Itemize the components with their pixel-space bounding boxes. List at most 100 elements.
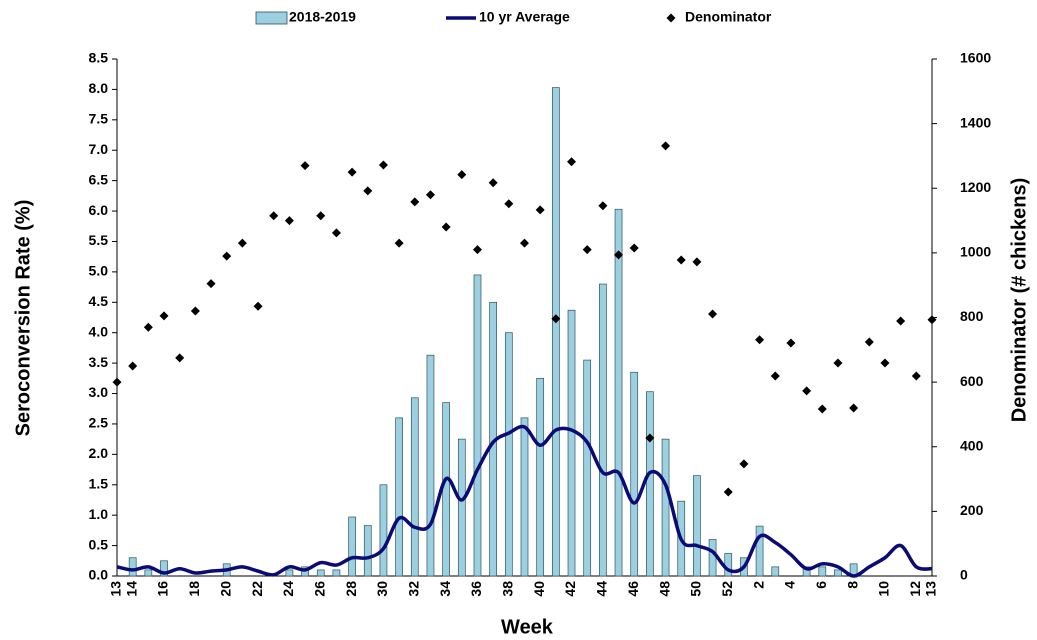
bar: [442, 402, 450, 577]
y-tick-label: 3.0: [89, 384, 109, 400]
x-tick-label: 22: [249, 581, 265, 597]
x-tick-label: 8: [844, 581, 860, 589]
denominator-point: [300, 161, 310, 171]
y2-tick-label: 1000: [960, 244, 991, 260]
y2-tick-label: 400: [960, 437, 984, 453]
denominator-point: [472, 245, 482, 255]
y-tick-label: 5.5: [89, 232, 109, 248]
bar: [646, 391, 654, 577]
denominator-point: [817, 404, 827, 414]
x-tick-label: 12: [907, 581, 923, 597]
denominator-point: [927, 315, 937, 325]
x-tick-label: 42: [562, 581, 578, 597]
bar: [504, 332, 513, 577]
bar: [755, 525, 764, 577]
bar: [128, 557, 137, 577]
x-tick-label: 13: [923, 581, 939, 597]
y2-tick-label: 0: [960, 567, 968, 583]
bar: [348, 516, 356, 577]
bar: [316, 569, 325, 577]
y-tick-label: 0.0: [89, 567, 109, 583]
denominator-point: [692, 257, 702, 267]
denominator-point: [159, 311, 169, 321]
y-tick-label: 4.0: [89, 323, 109, 339]
denominator-point: [190, 306, 200, 316]
x-tick-label: 44: [594, 581, 610, 597]
y-tick-label: 6.5: [89, 171, 109, 187]
y2-tick-label: 1600: [960, 50, 991, 66]
x-tick-label: 20: [217, 581, 233, 597]
average-line: [116, 424, 933, 578]
x-axis-title: Week: [501, 616, 554, 638]
denominator-point: [410, 197, 420, 207]
y2-tick-label: 1200: [960, 179, 991, 195]
denominator-point: [645, 433, 655, 443]
denominator-point: [802, 386, 812, 396]
y2-tick-label: 1400: [960, 114, 991, 130]
denominator-point: [880, 358, 890, 368]
denominator-point: [786, 338, 796, 348]
y-tick-label: 4.5: [89, 293, 109, 309]
x-tick-label: 30: [374, 581, 390, 597]
denominator-point: [253, 301, 263, 311]
denominator-point: [598, 201, 608, 211]
y-tick-label: 1.5: [89, 475, 109, 491]
x-tick-label: 28: [343, 581, 359, 597]
x-tick-label: 6: [813, 581, 829, 589]
bar: [834, 569, 842, 577]
denominator-point: [488, 178, 498, 188]
y2-tick-label: 200: [960, 502, 984, 518]
x-tick-label: 38: [500, 581, 516, 597]
legend-swatch: [255, 11, 288, 25]
denominator-point: [425, 190, 435, 200]
y-tick-label: 3.5: [89, 354, 109, 370]
denominator-point: [237, 238, 247, 248]
denominator-point: [770, 371, 780, 381]
y-tick-label: 5.0: [89, 263, 109, 279]
bar: [395, 417, 403, 577]
denominator-point: [582, 245, 592, 255]
denominator-point: [175, 353, 185, 363]
denominator-point: [347, 167, 357, 177]
bar: [457, 438, 466, 577]
denominator-point: [222, 251, 232, 261]
denominator-point: [112, 377, 122, 387]
y-tick-label: 8.0: [89, 80, 109, 96]
y-tick-label: 6.0: [89, 202, 109, 218]
bar: [630, 371, 639, 577]
bar: [771, 566, 780, 577]
denominator-point: [551, 314, 561, 324]
denominator-point: [457, 170, 467, 180]
denominator-point: [269, 211, 279, 221]
x-tick-label: 24: [280, 581, 296, 597]
y-tick-label: 2.5: [89, 415, 109, 431]
x-tick-label: 48: [656, 581, 672, 597]
bar: [818, 566, 827, 577]
y-tick-label: 8.5: [89, 50, 109, 66]
x-tick-label: 13: [108, 581, 124, 597]
bar: [144, 569, 153, 577]
x-tick-label: 36: [468, 581, 484, 597]
denominator-point: [316, 211, 326, 221]
denominator-point: [378, 160, 388, 170]
denominator-point: [128, 361, 138, 371]
denominator-point: [896, 316, 906, 326]
denominator-point: [849, 403, 859, 413]
denominator-point: [520, 238, 529, 248]
x-tick-label: 16: [155, 581, 171, 597]
x-tick-label: 52: [719, 581, 735, 597]
bar: [567, 309, 576, 577]
legend-label: 2018-2019: [289, 9, 356, 25]
bar: [410, 397, 419, 577]
bar: [332, 569, 341, 577]
bar: [536, 377, 545, 577]
bar: [599, 283, 607, 577]
denominator-point: [394, 238, 404, 248]
bar: [614, 208, 623, 577]
denominator-point: [363, 186, 373, 196]
denominator-point: [629, 243, 639, 253]
denominator-point: [833, 358, 843, 368]
denominator-point: [864, 337, 874, 347]
bar: [693, 475, 701, 577]
